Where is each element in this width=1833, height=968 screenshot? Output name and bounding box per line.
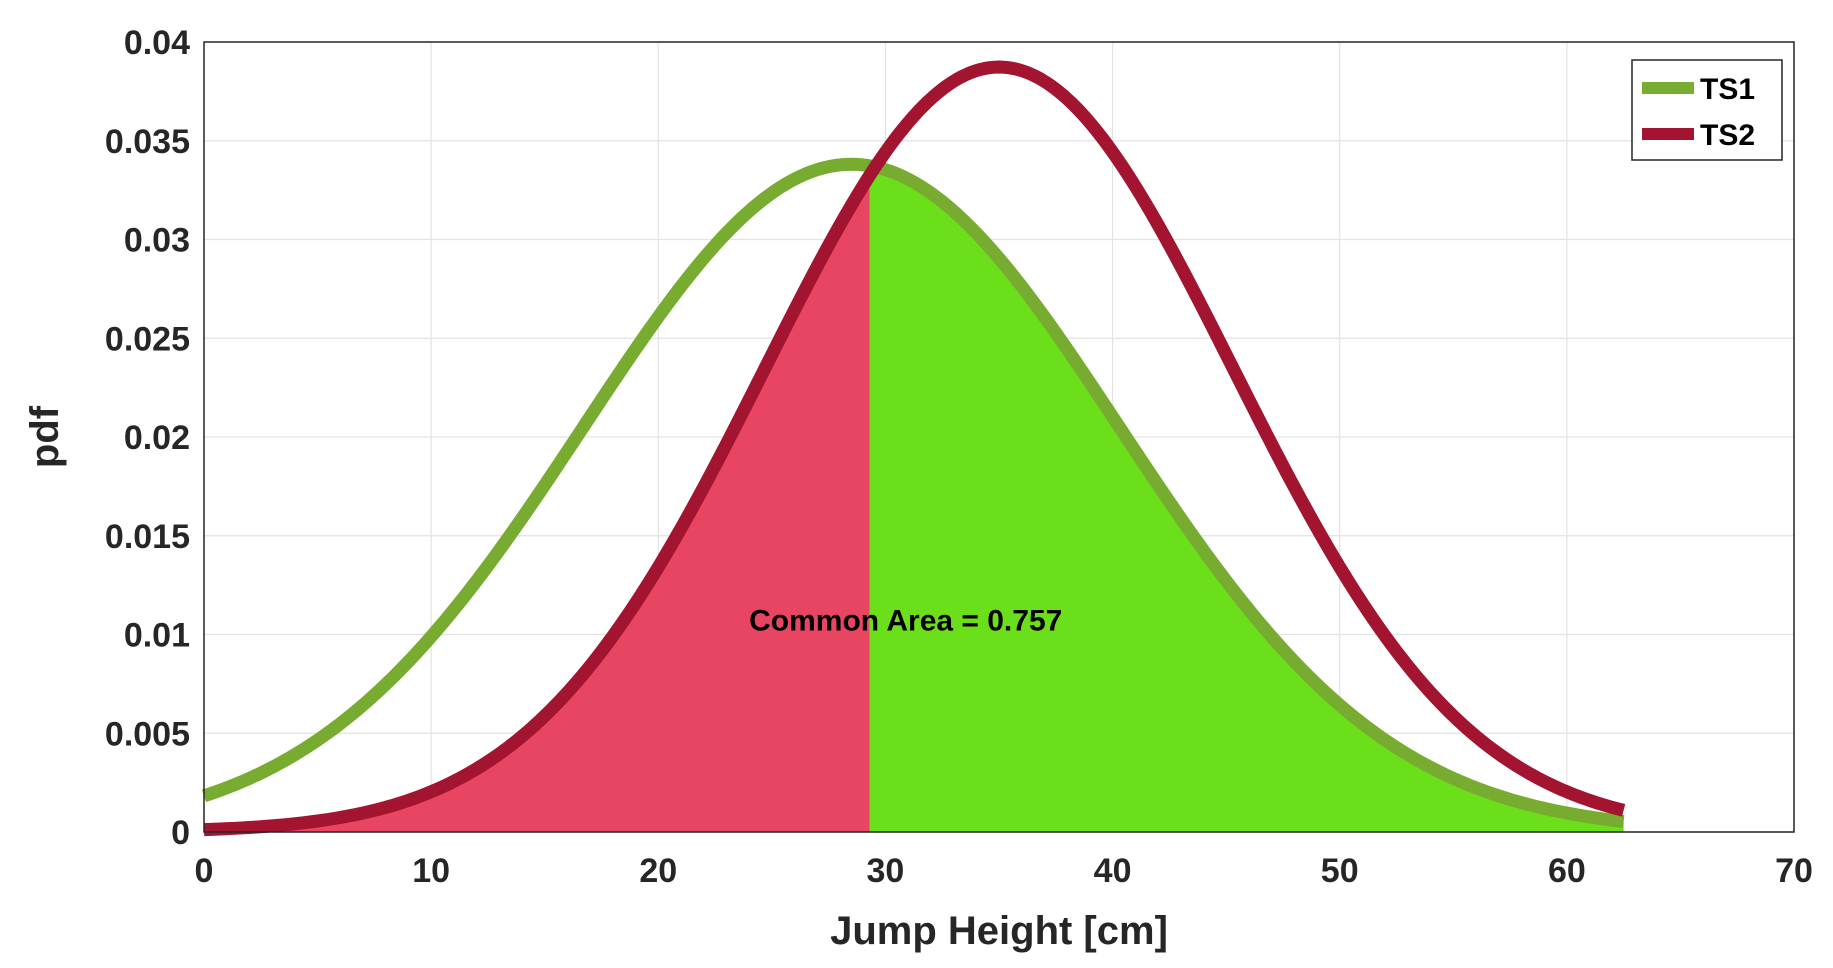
- x-tick-label: 50: [1321, 852, 1359, 890]
- plot-frame: [203, 41, 1795, 833]
- y-tick-label: 0.01: [124, 617, 190, 655]
- legend: TS1 TS2: [1631, 59, 1783, 161]
- x-tick-label: 60: [1548, 852, 1586, 890]
- x-tick-label: 40: [1094, 852, 1132, 890]
- y-tick-label: 0: [171, 814, 190, 852]
- y-tick-labels: 0 0.005 0.01 0.015 0.02 0.025 0.03 0.035 0.04: [105, 24, 190, 852]
- x-tick-label: 20: [639, 852, 677, 890]
- x-tick-label: 30: [867, 852, 905, 890]
- overlap-fill-region: [869, 165, 1624, 832]
- x-tick-label: 10: [412, 852, 450, 890]
- x-axis-label: Jump Height [cm]: [830, 909, 1168, 953]
- y-axis-label: pdf: [23, 405, 67, 468]
- y-tick-label: 0.03: [124, 222, 190, 260]
- x-tick-labels: 0 10 20 30 40 50 60 70: [195, 852, 1813, 890]
- legend-box: [1631, 59, 1783, 161]
- series-lines: [201, 60, 1626, 837]
- y-tick-label: 0.015: [105, 518, 190, 556]
- common-area-annotation: Common Area = 0.757: [749, 605, 1062, 638]
- series-line-ts2: [202, 60, 1626, 837]
- y-tick-label: 0.025: [105, 320, 190, 358]
- y-tick-label: 0.04: [124, 24, 190, 62]
- y-tick-label: 0.035: [105, 123, 190, 161]
- y-tick-label: 0.005: [105, 715, 190, 753]
- x-tick-label: 0: [195, 852, 214, 890]
- legend-label-ts2: TS2: [1700, 119, 1755, 152]
- overlap-fill-region: [204, 175, 870, 832]
- overlap-fills: [204, 165, 1624, 832]
- legend-label-ts1: TS1: [1700, 73, 1755, 106]
- x-tick-label: 70: [1775, 852, 1813, 890]
- series-line-ts1: [201, 157, 1626, 828]
- y-tick-label: 0.02: [124, 419, 190, 457]
